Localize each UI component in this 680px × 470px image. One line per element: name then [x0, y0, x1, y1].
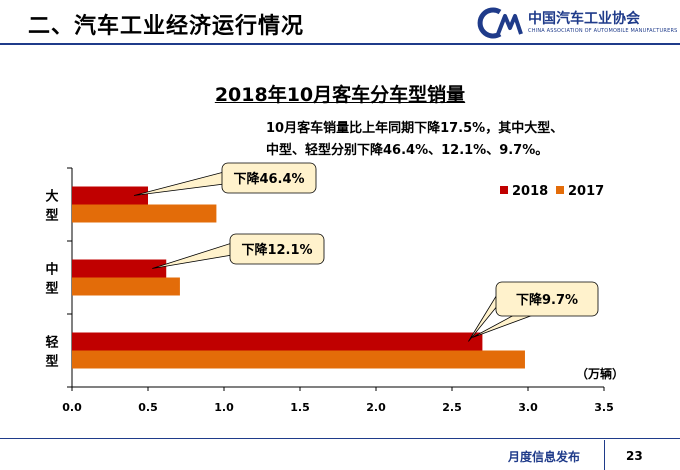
footer-separator: [604, 440, 605, 470]
callout-pointer: [472, 313, 537, 338]
chart-title-wrap: 2018年10月客车分车型销量: [0, 80, 680, 107]
callout-pointer: [152, 242, 233, 269]
callout-pointer: [468, 291, 499, 342]
callout-label: 下降12.1%: [241, 242, 312, 258]
x-tick-label: 2.5: [442, 401, 462, 414]
category-label: 型: [45, 208, 58, 224]
footer-label: 月度信息发布: [508, 450, 581, 464]
x-tick-label: 3.0: [518, 401, 538, 414]
association-logo: 中国汽车工业协会 CHINA ASSOCIATION OF AUTOMOBILE…: [476, 6, 678, 42]
x-tick-label: 1.0: [214, 401, 234, 414]
page-title: 二、汽车工业经济运行情况: [28, 14, 305, 39]
callout-box: [221, 162, 317, 194]
category-label: 大: [45, 189, 58, 205]
footer-divider: [0, 438, 680, 439]
bar-2017: [72, 204, 217, 223]
page-number: 23: [626, 449, 643, 463]
x-tick-label: 2.0: [366, 401, 386, 414]
bar-2017: [72, 350, 525, 369]
callout-label: 下降9.7%: [516, 292, 578, 308]
legend-swatch-2017: [556, 186, 564, 194]
chart-note: 10月客车销量比上年同期下降17.5%，其中大型、 中型、轻型分别下降46.4%…: [266, 118, 626, 162]
bar-2017: [72, 277, 180, 296]
category-label: 轻: [45, 335, 58, 351]
legend-label-2018: 2018: [512, 184, 548, 199]
x-tick-label: 3.5: [594, 401, 614, 414]
x-tick-label: 1.5: [290, 401, 310, 414]
legend-label-2017: 2017: [568, 184, 604, 199]
category-label: 型: [45, 354, 58, 370]
unit-label: （万辆）: [576, 366, 624, 381]
cm-logo-icon: [477, 7, 523, 39]
x-tick-label: 0.5: [138, 401, 158, 414]
bar-2018: [72, 186, 148, 205]
note-line-1: 10月客车销量比上年同期下降17.5%，其中大型、: [266, 121, 564, 136]
chart-title: 2018年10月客车分车型销量: [214, 84, 466, 106]
callout-box: [495, 281, 599, 317]
header-divider: [0, 43, 680, 45]
bar-2018: [72, 259, 167, 278]
callout-pointer: [133, 171, 225, 196]
category-label: 型: [45, 281, 58, 297]
callout-label: 下降46.4%: [233, 171, 304, 187]
bar-2018: [72, 332, 483, 351]
x-tick-label: 0.0: [62, 401, 82, 414]
category-label: 中: [45, 262, 58, 278]
logo-name: 中国汽车工业协会: [528, 11, 640, 27]
logo-subtitle: CHINA ASSOCIATION OF AUTOMOBILE MANUFACT…: [528, 28, 678, 34]
callout-box: [229, 233, 325, 265]
note-line-2: 中型、轻型分别下降46.4%、12.1%、9.7%。: [266, 143, 549, 158]
legend-swatch-2018: [500, 186, 508, 194]
